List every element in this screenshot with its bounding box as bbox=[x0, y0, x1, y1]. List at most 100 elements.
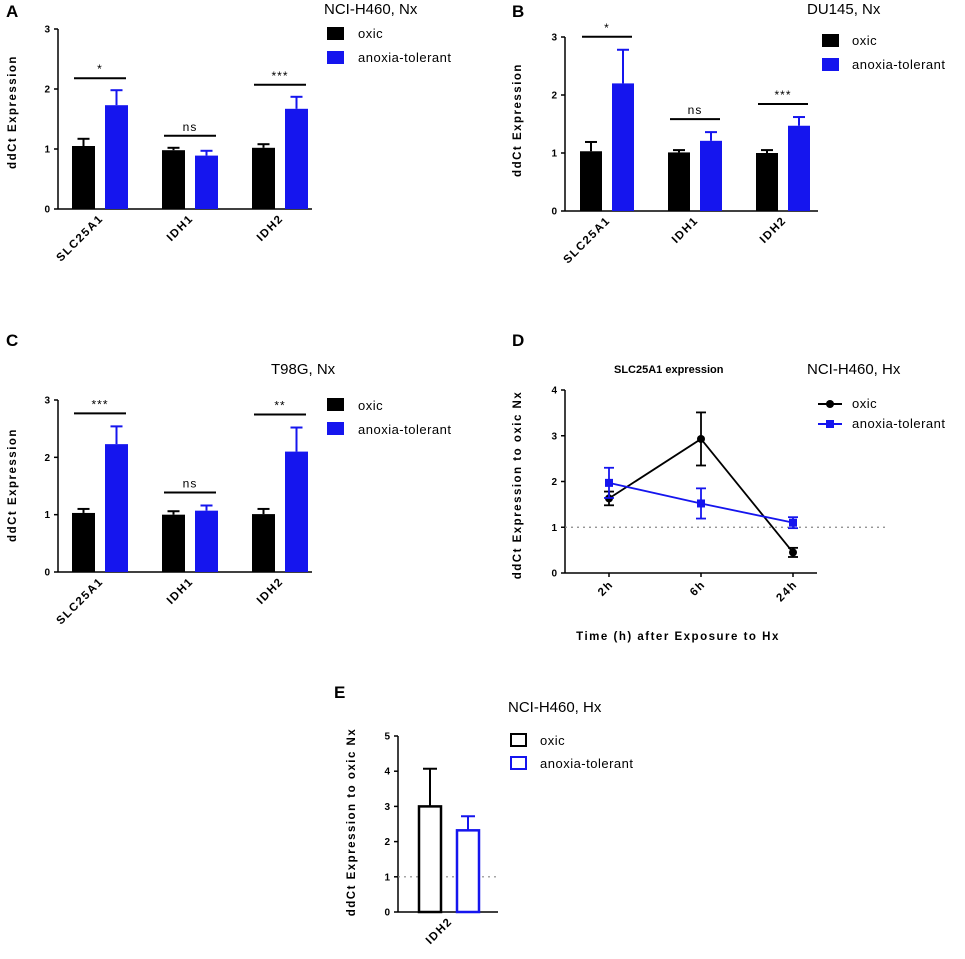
legend-oxic-label: oxic bbox=[852, 33, 877, 48]
x-tick-label: 6h bbox=[688, 579, 708, 599]
y-tick-label: 0 bbox=[384, 908, 390, 919]
panel-e-plot: 0 1 2 3 4 5 IDH2 bbox=[384, 732, 498, 947]
bar-oxic bbox=[756, 153, 778, 211]
bar-oxic bbox=[162, 514, 185, 572]
panel-c-title: T98G, Nx bbox=[271, 361, 336, 378]
y-tick-label: 5 bbox=[384, 732, 390, 743]
y-tick-label: 1 bbox=[44, 145, 50, 156]
y-tick-label: 0 bbox=[551, 569, 557, 580]
legend-anoxia-label: anoxia-tolerant bbox=[852, 57, 946, 72]
panel-d-plot: 0 1 2 3 4 2h 6h 24h bbox=[551, 386, 887, 605]
panel-e-letter: E bbox=[334, 683, 345, 702]
panel-d-subtitle: SLC25A1 expression bbox=[614, 364, 724, 376]
y-tick-label: 1 bbox=[44, 510, 50, 521]
bar-anoxia-tolerant bbox=[700, 140, 722, 211]
bar-anoxia-tolerant bbox=[195, 510, 218, 572]
y-tick-label: 0 bbox=[44, 205, 50, 216]
y-tick-label: 3 bbox=[44, 25, 50, 36]
panel-d-letter: D bbox=[512, 331, 524, 350]
y-tick-label: 3 bbox=[551, 431, 557, 442]
panel-a-letter: A bbox=[6, 2, 18, 21]
category-label: SLC25A1 bbox=[562, 215, 614, 267]
bar-anoxia-tolerant bbox=[195, 155, 218, 209]
panel-c-plot: 0 1 2 3 SLC25A1 *** IDH1 ns IDH2 ** bbox=[44, 396, 312, 627]
legend-anoxia-swatch bbox=[510, 756, 527, 770]
legend-anoxia-label: anoxia-tolerant bbox=[852, 416, 946, 431]
panel-b-plot: 0 1 2 3 SLC25A1 * IDH1 ns IDH2 *** bbox=[551, 21, 818, 266]
significance-label: *** bbox=[774, 88, 791, 102]
significance-label: ns bbox=[688, 103, 703, 117]
category-label: IDH1 bbox=[165, 576, 196, 607]
legend-anoxia-swatch bbox=[327, 51, 344, 64]
x-tick-label: 2h bbox=[596, 579, 616, 599]
data-point-anoxia-tolerant bbox=[697, 499, 705, 508]
legend-oxic-label: oxic bbox=[358, 398, 383, 413]
y-tick-label: 0 bbox=[551, 207, 557, 218]
panel-c-letter: C bbox=[6, 331, 18, 350]
bar-anoxia-tolerant bbox=[788, 125, 810, 211]
panel-a-ylabel: ddCt Expression bbox=[7, 55, 19, 169]
bar-anoxia-tolerant bbox=[105, 105, 128, 209]
y-tick-label: 2 bbox=[551, 477, 557, 488]
y-tick-label: 2 bbox=[384, 837, 390, 848]
category-label: IDH2 bbox=[255, 213, 286, 244]
y-tick-label: 4 bbox=[551, 386, 557, 397]
bar-oxic bbox=[417, 805, 443, 914]
category-label: IDH1 bbox=[670, 215, 701, 246]
panel-e-title: NCI-H460, Hx bbox=[508, 699, 602, 716]
legend-anoxia-swatch bbox=[822, 58, 839, 71]
panel-a-plot: 0 1 2 3 SLC25A1 * IDH1 ns IDH2 *** bbox=[44, 25, 312, 265]
bar-oxic bbox=[668, 152, 690, 211]
legend-oxic-label: oxic bbox=[852, 396, 877, 411]
category-label: IDH2 bbox=[255, 576, 286, 607]
legend-oxic-label: oxic bbox=[358, 26, 383, 41]
legend-oxic-swatch bbox=[327, 27, 344, 40]
panel-e: E NCI-H460, Hx ddCt Expression to oxic N… bbox=[334, 683, 634, 947]
panel-d-title: NCI-H460, Hx bbox=[807, 361, 901, 378]
panel-b-ylabel: ddCt Expression bbox=[512, 63, 524, 177]
legend-anoxia-label: anoxia-tolerant bbox=[358, 50, 452, 65]
y-tick-label: 3 bbox=[384, 802, 390, 813]
legend-anoxia-marker bbox=[826, 420, 834, 428]
y-tick-label: 1 bbox=[384, 872, 390, 883]
legend-oxic-swatch bbox=[510, 733, 527, 747]
significance-label: *** bbox=[91, 397, 108, 411]
bar-oxic bbox=[162, 150, 185, 209]
significance-label: ns bbox=[183, 120, 198, 134]
y-tick-label: 2 bbox=[44, 453, 50, 464]
panel-d-xlabel: Time (h) after Exposure to Hx bbox=[576, 631, 780, 643]
legend-oxic-marker bbox=[826, 400, 834, 408]
bar-anoxia-tolerant bbox=[612, 83, 634, 211]
y-tick-label: 2 bbox=[44, 85, 50, 96]
y-tick-label: 3 bbox=[44, 396, 50, 407]
panel-c-ylabel: ddCt Expression bbox=[7, 428, 19, 542]
panel-a-title: NCI-H460, Nx bbox=[324, 1, 418, 18]
significance-label: * bbox=[97, 62, 103, 76]
legend-oxic-label: oxic bbox=[540, 733, 565, 748]
significance-label: * bbox=[604, 21, 610, 35]
bar-anoxia-tolerant bbox=[285, 108, 308, 209]
data-point-oxic bbox=[697, 434, 705, 443]
y-tick-label: 3 bbox=[551, 33, 557, 44]
x-tick-label: 24h bbox=[774, 579, 800, 605]
panel-e-ylabel: ddCt Expression to oxic Nx bbox=[346, 728, 358, 917]
category-label: IDH1 bbox=[165, 213, 196, 244]
y-tick-label: 4 bbox=[384, 767, 390, 778]
data-point-anoxia-tolerant bbox=[605, 478, 613, 487]
category-label: SLC25A1 bbox=[55, 213, 107, 265]
bar-anoxia-tolerant bbox=[285, 451, 308, 572]
bar-oxic bbox=[252, 147, 275, 209]
bar-oxic bbox=[580, 151, 602, 211]
panel-c: C T98G, Nx ddCt Expression oxic anoxia-t… bbox=[6, 331, 452, 627]
bar-oxic bbox=[252, 514, 275, 572]
panel-b-title: DU145, Nx bbox=[807, 1, 881, 18]
category-label: IDH2 bbox=[424, 916, 455, 947]
y-tick-label: 0 bbox=[44, 568, 50, 579]
bar-anoxia-tolerant bbox=[455, 829, 481, 914]
category-label: IDH2 bbox=[758, 215, 789, 246]
panel-b: B DU145, Nx ddCt Expression oxic anoxia-… bbox=[512, 1, 946, 266]
legend-anoxia-label: anoxia-tolerant bbox=[540, 756, 634, 771]
legend-oxic-swatch bbox=[822, 34, 839, 47]
legend-anoxia-label: anoxia-tolerant bbox=[358, 422, 452, 437]
